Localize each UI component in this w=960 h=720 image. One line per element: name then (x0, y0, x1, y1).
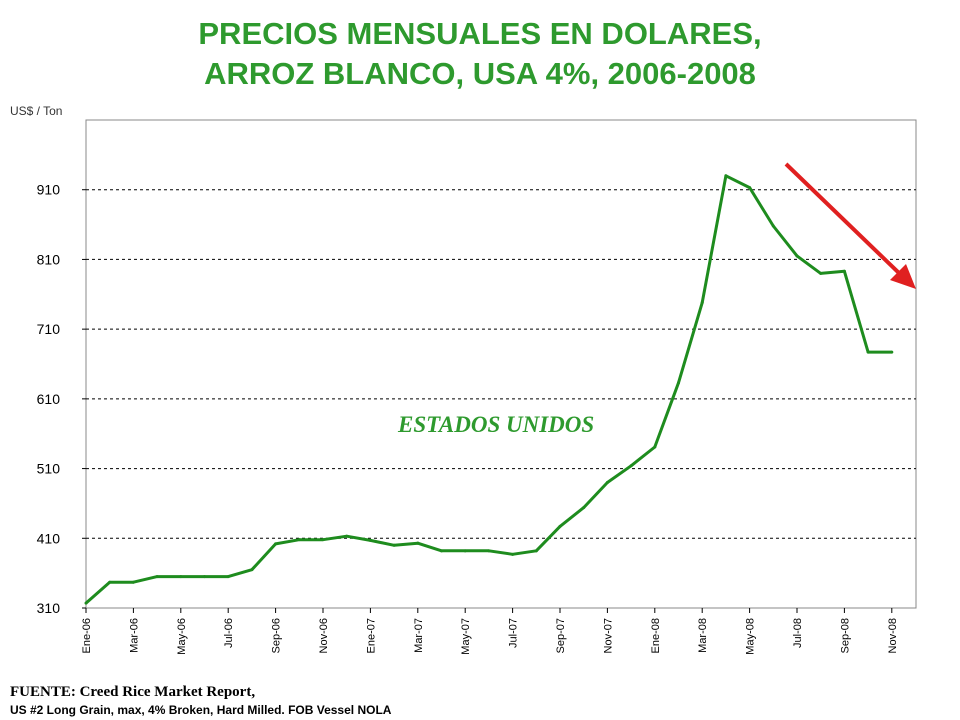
data-point (392, 543, 396, 547)
x-tick-label: Mar-06 (128, 618, 140, 653)
data-point (795, 254, 799, 258)
price-series-line (85, 174, 892, 605)
x-tick-label: May-08 (745, 618, 757, 655)
data-point (605, 481, 609, 485)
data-point (582, 506, 586, 510)
y-tick-label: 310 (37, 600, 61, 616)
x-tick-label: Ene-06 (81, 618, 93, 653)
x-tick-label: May-07 (460, 618, 472, 655)
data-point (416, 541, 420, 545)
footer-note: US #2 Long Grain, max, 4% Broken, Hard M… (10, 703, 392, 717)
y-tick-label: 710 (37, 321, 61, 337)
x-tick-label: Sep-06 (271, 618, 283, 653)
x-tick-label: Jul-07 (508, 618, 520, 648)
x-tick-label: Mar-07 (413, 618, 425, 653)
data-point (842, 269, 846, 273)
chart-title-line-2: ARROZ BLANCO, USA 4%, 2006-2008 (204, 56, 756, 91)
x-tick-label: Ene-07 (365, 618, 377, 653)
data-point (866, 350, 870, 354)
data-point (321, 538, 325, 542)
x-tick-label: Sep-08 (839, 618, 851, 653)
y-tick-label: 610 (37, 391, 61, 407)
price-line-chart: 310 410 510 610 710 810 910 Ene-06 Mar-06 May-06 J… (37, 119, 917, 655)
data-point (108, 580, 112, 584)
footer-source: FUENTE: Creed Rice Market Report, (10, 684, 256, 700)
data-point (440, 549, 443, 553)
data-point (700, 301, 704, 305)
data-point (629, 464, 633, 468)
x-tick-label: Nov-07 (602, 618, 614, 653)
trend-arrow-shaft (784, 162, 902, 276)
x-tick-label: Nov-08 (887, 618, 899, 653)
data-point (463, 549, 467, 553)
data-point (890, 350, 894, 354)
data-point (653, 445, 657, 449)
chart-title-line-1: PRECIOS MENSUALES EN DOLARES, (198, 16, 762, 51)
annotation-estados-unidos: ESTADOS UNIDOS (397, 412, 594, 437)
y-tick-label: 810 (37, 251, 61, 267)
x-tick-label: Ene-08 (650, 618, 662, 653)
y-tick-label: 510 (37, 461, 61, 477)
data-point (297, 538, 301, 542)
data-point (274, 542, 278, 546)
x-tick-label: Mar-08 (697, 618, 709, 653)
data-point (131, 580, 135, 584)
y-tick-label: 910 (37, 182, 61, 198)
data-point (677, 381, 680, 385)
x-tick-label: Jul-08 (792, 618, 804, 648)
trend-arrow-head (890, 264, 916, 289)
data-point (155, 575, 159, 579)
x-tick-label: Sep-07 (555, 618, 567, 653)
x-tick-label: Nov-06 (318, 618, 330, 653)
data-point (368, 538, 372, 542)
plot-area (85, 119, 917, 609)
y-axis-unit-label: US$ / Ton (10, 104, 63, 118)
data-point (511, 552, 515, 556)
chart-title: PRECIOS MENSUALES EN DOLARES, ARROZ BLAN… (0, 14, 960, 94)
data-point (250, 568, 254, 572)
data-point (724, 174, 728, 178)
data-point (534, 549, 538, 553)
data-point (203, 575, 206, 579)
data-point (345, 534, 349, 538)
data-point (179, 575, 183, 579)
data-point (748, 186, 752, 190)
data-point (487, 549, 491, 553)
data-point (226, 575, 230, 579)
data-point (558, 524, 562, 528)
y-tick-label: 410 (37, 530, 61, 546)
data-point (771, 224, 775, 228)
x-tick-label: Jul-06 (223, 618, 235, 648)
data-point (819, 271, 823, 275)
data-point (84, 601, 88, 605)
x-tick-label: May-06 (176, 618, 188, 655)
